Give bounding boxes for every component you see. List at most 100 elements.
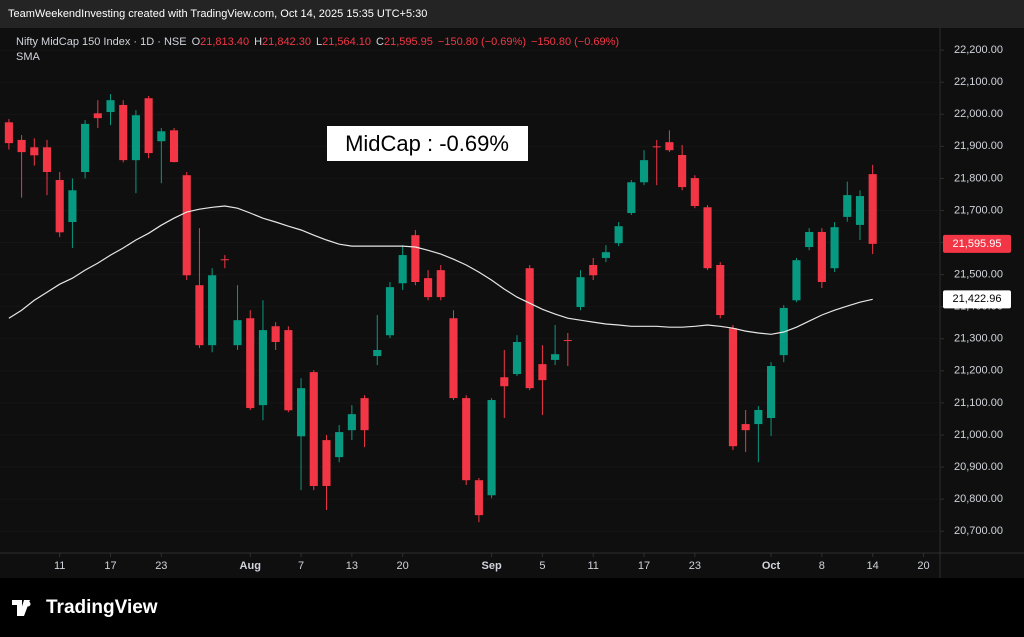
- candle-body: [703, 207, 712, 269]
- x-tick-label: 23: [689, 560, 701, 572]
- y-tick-label: 21,500.00: [954, 269, 1003, 281]
- candle-body: [93, 113, 102, 119]
- plot-area: [0, 49, 940, 532]
- legend-l-value: 21,564.10: [322, 36, 371, 48]
- y-tick-label: 21,300.00: [954, 333, 1003, 345]
- x-tick-label: 17: [104, 560, 116, 572]
- y-tick-label: 21,200.00: [954, 365, 1003, 377]
- x-tick-label: 20: [917, 560, 929, 572]
- sma-tag: 21,422.96: [953, 293, 1002, 305]
- candle-body: [144, 98, 153, 154]
- candle-body: [309, 372, 318, 486]
- candle-body: [335, 432, 344, 458]
- candle-body: [805, 231, 814, 248]
- legend-o-value: 21,813.40: [200, 36, 249, 48]
- candle-body: [601, 252, 610, 258]
- candle-body: [296, 388, 306, 437]
- x-tick-label: Oct: [762, 560, 781, 572]
- legend-h: H: [254, 36, 262, 48]
- y-tick-label: 21,100.00: [954, 397, 1003, 409]
- candle-body: [792, 260, 801, 301]
- y-tick-label: 20,800.00: [954, 493, 1003, 505]
- candle-body: [360, 398, 369, 431]
- legend-title: Nifty MidCap 150 Index · 1D · NSE: [16, 36, 187, 48]
- x-tick-label: Aug: [240, 560, 261, 572]
- candle-body: [627, 182, 636, 214]
- candle-body: [538, 364, 547, 381]
- candle-body: [68, 190, 77, 223]
- x-tick-label: 11: [54, 560, 65, 572]
- candle-body: [843, 195, 852, 217]
- y-tick-label: 21,900.00: [954, 140, 1003, 152]
- candle-body: [81, 123, 90, 172]
- sma-tag-box: [943, 290, 1011, 309]
- candle-body: [436, 270, 445, 298]
- candle-body: [398, 255, 407, 284]
- candle-body: [195, 285, 204, 346]
- x-tick-label: 23: [155, 560, 167, 572]
- candle-body: [665, 142, 674, 151]
- legend-c-value: 21,595.95: [384, 36, 433, 48]
- candle-body: [169, 130, 179, 163]
- y-tick-label: 21,700.00: [954, 204, 1003, 216]
- candle-body: [385, 287, 395, 336]
- candle-body: [817, 231, 826, 283]
- candle-body: [678, 155, 687, 188]
- annotation-box: [327, 126, 528, 161]
- price-tag-box: [943, 234, 1011, 253]
- candle-body: [512, 341, 522, 375]
- y-tick-label: 22,000.00: [954, 108, 1003, 120]
- candle-body: [347, 414, 356, 431]
- x-tick-label: Sep: [482, 560, 502, 572]
- candle-body: [728, 328, 738, 447]
- candle-body: [182, 175, 191, 276]
- footer-logo: TradingView: [12, 597, 158, 618]
- x-tick-label: 11: [588, 560, 599, 572]
- sma-line: [8, 205, 873, 335]
- x-tick-label: 17: [638, 560, 650, 572]
- candle-body: [639, 160, 649, 183]
- candle-body: [589, 265, 598, 276]
- candle-body: [42, 147, 52, 172]
- legend-o: O: [192, 36, 201, 48]
- candle-body: [614, 226, 623, 244]
- candle-body: [119, 104, 128, 161]
- candle-body: [474, 480, 483, 516]
- candle-body: [284, 330, 293, 411]
- candle-body: [766, 366, 776, 418]
- candle-body: [55, 180, 64, 233]
- candle-body: [500, 377, 509, 387]
- legend-c: C: [376, 36, 384, 48]
- candle-body: [30, 147, 39, 156]
- x-tick-label: 20: [397, 560, 409, 572]
- candle-body: [208, 275, 217, 346]
- legend-change: −150.80 (−0.69%): [531, 36, 619, 48]
- candle-body: [449, 318, 458, 399]
- candle-body: [4, 122, 13, 144]
- candle-body: [157, 131, 166, 142]
- candle-body: [220, 259, 229, 261]
- candle-body: [17, 139, 26, 153]
- candle-body: [563, 340, 572, 342]
- candle-body: [462, 398, 471, 481]
- legend-l: L: [316, 36, 322, 48]
- candle-body: [716, 265, 725, 316]
- x-tick-label: 14: [867, 560, 879, 572]
- candle-body: [487, 400, 496, 496]
- header-text: TeamWeekendInvesting created with Tradin…: [8, 8, 427, 20]
- candle-body: [233, 320, 242, 346]
- candle-body: [690, 178, 699, 206]
- candle-body: [411, 235, 420, 283]
- candle-body: [741, 424, 750, 431]
- legend-change: −150.80 (−0.69%): [438, 36, 526, 48]
- candle-body: [830, 227, 839, 269]
- candle-body: [131, 115, 140, 161]
- x-tick-label: 5: [539, 560, 545, 572]
- candle-body: [551, 354, 560, 360]
- legend-sma: SMA: [16, 51, 41, 63]
- legend-h-value: 21,842.30: [262, 36, 311, 48]
- y-tick-label: 20,900.00: [954, 461, 1003, 473]
- candle-body: [106, 100, 115, 113]
